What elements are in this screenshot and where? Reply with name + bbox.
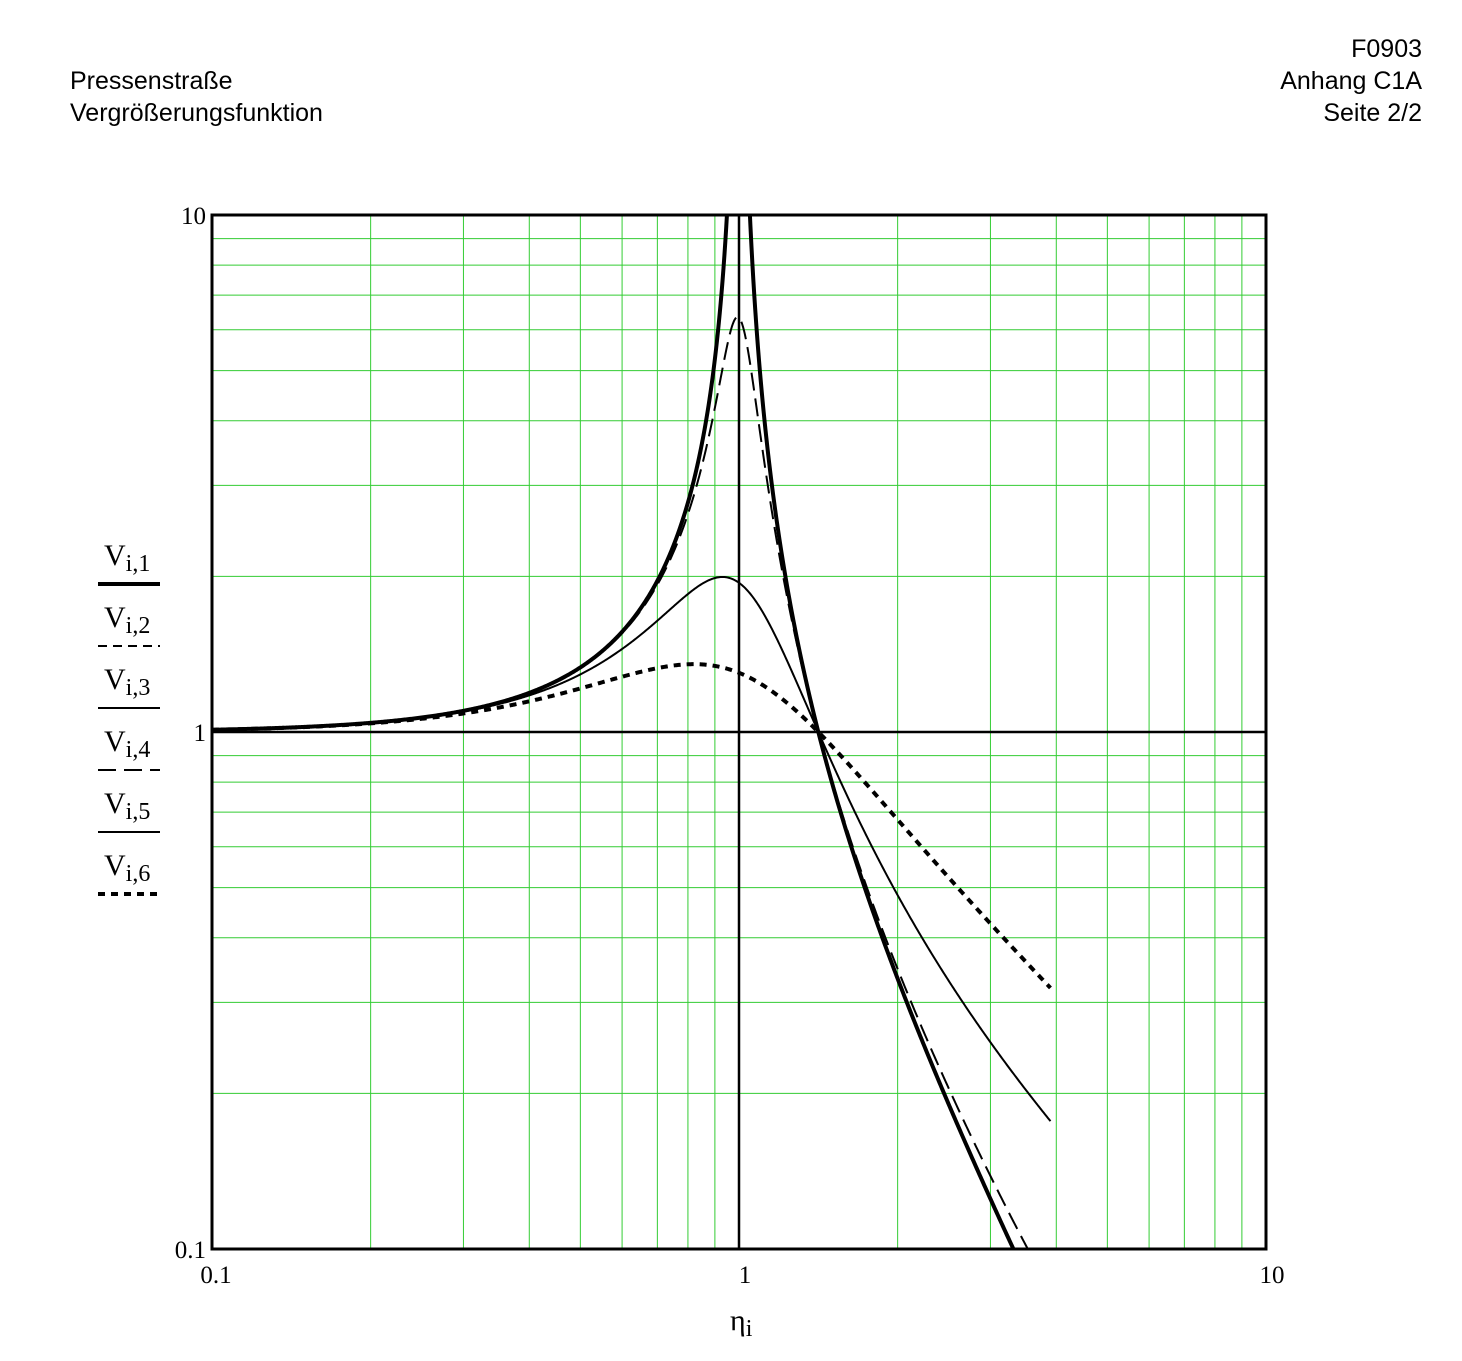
document-subtitle: Vergrößerungsfunktion — [70, 99, 323, 127]
legend-label-3: Vi,3 — [104, 663, 150, 701]
axes — [212, 215, 1266, 1249]
series-group — [212, 215, 1052, 1249]
document-title: Pressenstraße — [70, 67, 233, 95]
x-axis-label: ηi — [730, 1304, 753, 1342]
series-line-2 — [212, 215, 1015, 1249]
legend: Vi,1 Vi,2 Vi,3 Vi,4 Vi,5 Vi,6 — [98, 539, 160, 896]
tick-labels: 0.1 1 10 0.1 1 10 — [175, 203, 1285, 1289]
y-tick-label: 1 — [194, 720, 207, 747]
page-number: Seite 2/2 — [1323, 99, 1422, 127]
legend-label-6: Vi,6 — [104, 849, 150, 887]
x-tick-label: 1 — [739, 1262, 752, 1289]
document-code: F0903 — [1351, 35, 1422, 63]
header-left: Pressenstraße Vergrößerungsfunktion — [70, 65, 323, 129]
legend-label-5: Vi,5 — [104, 787, 150, 825]
y-tick-label: 10 — [181, 203, 206, 230]
series-line-3 — [212, 215, 1015, 1249]
y-tick-label: 0.1 — [175, 1237, 206, 1264]
appendix-label: Anhang C1A — [1280, 67, 1422, 95]
x-tick-label: 10 — [1260, 1262, 1285, 1289]
legend-label-2: Vi,2 — [104, 601, 150, 639]
plot-frame — [210, 213, 1268, 1251]
series-line-1 — [212, 215, 1016, 1249]
series-line-4 — [212, 316, 1029, 1249]
legend-label-4: Vi,4 — [104, 725, 150, 763]
series-line-5 — [212, 575, 1052, 1122]
x-axis-title: ηi — [730, 1304, 753, 1342]
plot-border — [210, 213, 1268, 1251]
legend-label-1: Vi,1 — [104, 539, 150, 577]
x-tick-label: 0.1 — [200, 1262, 231, 1289]
series-line-6 — [212, 662, 1052, 990]
header-right: F0903 Anhang C1A Seite 2/2 — [1280, 33, 1422, 129]
